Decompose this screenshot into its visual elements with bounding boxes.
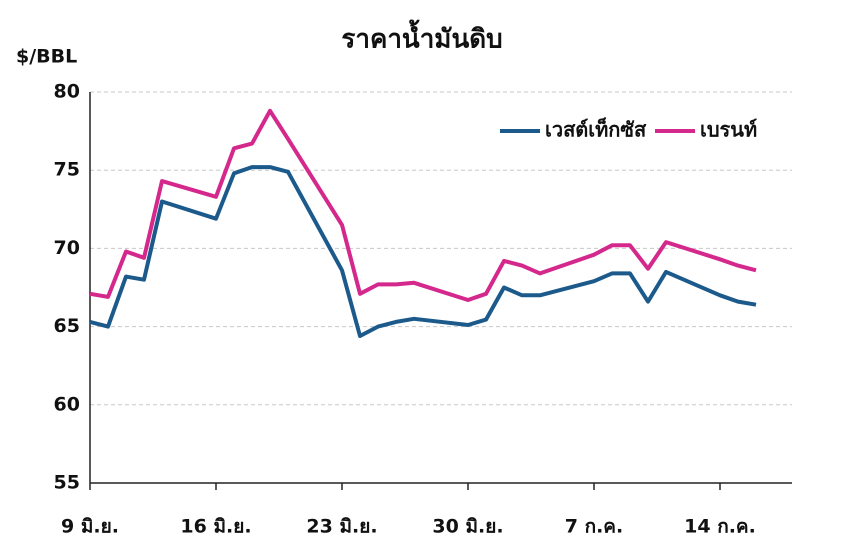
y-tick-label: 75 (54, 159, 80, 181)
x-tick-label: 14 ก.ค. (684, 516, 756, 538)
legend-label: เวสต์เท็กซัส (545, 117, 647, 142)
chart-title: ราคาน้ำมันดิบ (341, 19, 502, 55)
x-tick-label: 16 มิ.ย. (180, 516, 251, 538)
y-axis-label: $/BBL (16, 46, 77, 68)
y-tick-label: 60 (54, 393, 80, 415)
legend-label: เบรนท์ (700, 118, 757, 142)
y-tick-label: 70 (54, 237, 80, 259)
x-tick-label: 7 ก.ค. (565, 516, 623, 538)
series-line (89, 165, 757, 338)
y-tick-label: 80 (54, 81, 80, 103)
x-tick-label: 9 มิ.ย. (61, 516, 119, 538)
y-tick-label: 65 (54, 315, 80, 337)
x-tick-label: 30 มิ.ย. (432, 516, 503, 538)
x-tick-label: 23 มิ.ย. (306, 516, 377, 538)
series-line (89, 108, 757, 302)
y-tick-label: 55 (54, 472, 80, 494)
